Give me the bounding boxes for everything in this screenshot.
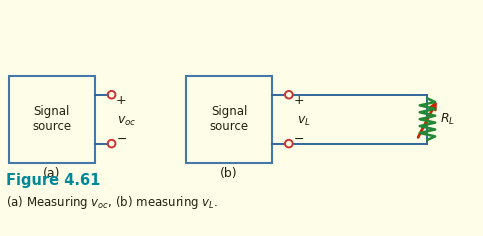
Text: $v_{oc}$: $v_{oc}$ [117,115,137,128]
Text: $v_L$: $v_L$ [298,115,311,128]
Text: $R_L$: $R_L$ [440,112,455,127]
Text: (a): (a) [43,167,60,180]
Text: Signal
source: Signal source [32,105,71,133]
Text: $-$: $-$ [293,132,304,145]
Text: (b): (b) [220,167,238,180]
Text: $-$: $-$ [115,132,127,145]
Text: Signal
source: Signal source [209,105,249,133]
Text: (a) Measuring $v_{oc}$, (b) measuring $v_L$.: (a) Measuring $v_{oc}$, (b) measuring $v… [6,194,218,211]
Text: Figure 4.61: Figure 4.61 [6,173,100,188]
Text: +: + [116,94,127,107]
Bar [9,76,95,163]
Text: +: + [293,94,304,107]
Bar [186,76,272,163]
